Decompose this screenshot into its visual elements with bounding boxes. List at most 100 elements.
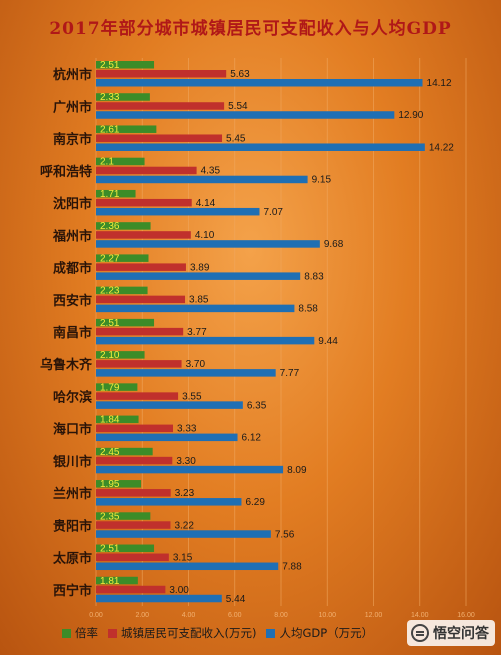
data-label-income: 3.00 [169,585,189,596]
data-label-income: 3.85 [189,295,209,306]
bar-gdp [96,111,395,119]
data-label-income: 3.33 [177,424,197,435]
data-label-income: 3.70 [186,359,206,370]
data-label-income: 4.14 [196,198,216,209]
category-label: 西宁市 [53,583,92,599]
data-label-rate: 2.33 [100,92,120,103]
bar-income [96,585,166,594]
data-label-income: 5.45 [226,133,246,144]
data-label-rate: 1.84 [100,415,120,426]
data-label-gdp: 7.88 [282,562,302,573]
legend-swatch-income [108,628,117,638]
category-label: 福州市 [52,228,92,244]
data-label-gdp: 14.12 [427,78,452,89]
bar-rate [96,189,136,198]
legend-swatch-rate [62,628,71,638]
bar-income [96,553,169,562]
bar-rate [96,576,138,585]
bar-income [96,263,186,271]
category-label: 兰州市 [53,486,92,502]
data-label-rate: 1.95 [100,479,120,490]
data-label-gdp: 6.29 [245,497,265,508]
data-label-rate: 2.61 [100,124,120,135]
bar-income [96,295,186,304]
bar-income [96,327,184,336]
category-label: 沈阳市 [53,196,92,212]
data-label-rate: 2.51 [100,544,120,555]
bar-income [96,424,174,433]
bar-gdp [96,401,243,409]
category-label: 哈尔滨 [53,389,92,405]
bar-rate [96,286,148,295]
data-label-gdp: 7.56 [275,529,295,540]
data-label-gdp: 8.83 [304,271,324,282]
bar-income [96,360,182,368]
bar-rate [96,351,145,359]
legend-label-gdp: 人均GDP（万元） [279,626,374,640]
bar-income [96,166,197,175]
bar-rate [96,125,157,133]
data-label-gdp: 14.22 [429,142,454,153]
data-label-rate: 2.23 [100,286,120,297]
x-tick-label: 10.00 [318,612,336,619]
category-label: 海口市 [53,422,92,438]
data-label-rate: 2.27 [100,253,120,264]
legend-item-rate: 倍率 [62,625,98,641]
data-label-gdp: 6.12 [242,433,262,444]
bar-income [96,489,171,497]
chart-title: 2017年部分城市城镇居民可支配收入与人均GDP [49,19,452,39]
bar-gdp [96,336,315,345]
watermark: 悟空问答 [407,620,495,646]
data-label-rate: 2.51 [100,318,120,329]
data-label-gdp: 8.58 [298,304,318,315]
data-label-income: 3.30 [176,456,196,467]
bar-gdp [96,143,425,151]
bar-gdp [96,79,423,87]
bar-gdp [96,369,276,377]
category-label: 西安市 [53,293,92,309]
bar-gdp [96,465,284,474]
x-tick-label: 14.00 [411,612,429,619]
bar-rate [96,157,145,166]
bar-income [96,456,173,465]
category-label: 贵阳市 [53,518,92,534]
bar-income [96,392,179,400]
data-label-income: 4.10 [195,230,215,241]
legend-label-rate: 倍率 [75,626,98,640]
category-label: 成都市 [53,261,92,277]
bar-gdp [96,562,279,571]
data-label-rate: 1.79 [100,382,120,393]
data-label-gdp: 7.07 [263,207,283,218]
data-label-income: 4.35 [201,166,221,177]
data-label-income: 5.63 [230,69,250,80]
category-label: 南昌市 [53,325,92,341]
x-tick-label: 6.00 [228,612,242,619]
data-label-gdp: 5.44 [226,594,246,605]
x-tick-label: 8.00 [274,612,288,619]
data-label-income: 3.23 [175,488,195,499]
x-tick-label: 0.00 [89,612,103,619]
bar-gdp [96,207,260,216]
legend-swatch-gdp [266,628,276,638]
bar-rate [96,447,153,456]
bar-rate [96,318,155,327]
chart-legend: 倍率 城镇居民可支配收入(万元) 人均GDP（万元） [62,624,422,642]
category-label: 广州市 [53,99,92,115]
data-label-gdp: 8.09 [287,465,307,476]
bar-income [96,521,171,529]
category-label: 呼和浩特 [40,164,92,180]
legend-item-income: 城镇居民可支配收入(万元) [108,625,256,641]
data-label-income: 3.15 [173,553,193,564]
bar-rate [96,544,155,553]
data-label-gdp: 12.90 [398,110,423,121]
bar-gdp [96,175,308,184]
x-tick-label: 4.00 [182,612,196,619]
legend-label-income: 城镇居民可支配收入(万元) [121,626,257,640]
category-label: 银川市 [53,454,92,470]
data-label-gdp: 6.35 [247,400,267,411]
data-label-rate: 1.71 [100,189,120,200]
data-label-gdp: 9.15 [312,175,332,186]
bar-gdp [96,433,238,442]
data-label-rate: 2.51 [100,60,120,71]
